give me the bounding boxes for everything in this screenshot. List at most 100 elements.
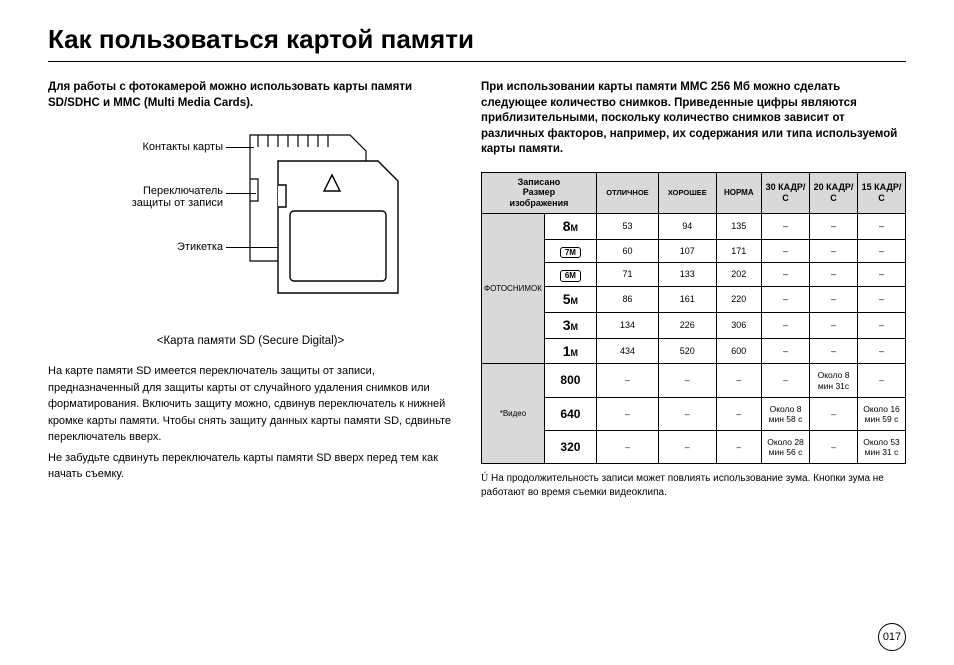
content-columns: Для работы с фотокамерой можно использов… [48, 80, 906, 500]
table-cell: – [659, 397, 717, 430]
table-row: 5M86161220––– [482, 286, 906, 312]
table-cell: Около 8 мин 31с [810, 364, 858, 397]
table-cell: 220 [716, 286, 761, 312]
table-cell: 202 [716, 263, 761, 287]
left-column: Для работы с фотокамерой можно использов… [48, 80, 453, 500]
page-number: 017 [878, 623, 906, 651]
col-header-20fps: 20 КАДР/С [810, 172, 858, 213]
col-header-15fps: 15 КАДР/С [858, 172, 906, 213]
sd-card-icon [228, 133, 418, 303]
table-cell: – [858, 286, 906, 312]
col-header-30fps: 30 КАДР/С [762, 172, 810, 213]
footnote-star-icon: Ú [481, 473, 488, 484]
body-paragraph-2: Не забудьте сдвинуть переключатель карты… [48, 450, 453, 483]
table-cell: – [596, 364, 658, 397]
table-cell: – [762, 239, 810, 263]
size-cell: 800 [544, 364, 596, 397]
size-cell: 640 [544, 397, 596, 430]
table-cell: 134 [596, 312, 658, 338]
col-header-good: ХОРОШЕЕ [659, 172, 717, 213]
table-cell: 107 [659, 239, 717, 263]
table-cell: Около 16 мин 59 с [858, 397, 906, 430]
table-cell: – [659, 431, 717, 464]
table-row: 1M434520600––– [482, 338, 906, 364]
size-cell: 8M [544, 213, 596, 239]
table-cell: – [810, 312, 858, 338]
table-cell: – [858, 263, 906, 287]
left-intro: Для работы с фотокамерой можно использов… [48, 80, 453, 111]
table-header-row: Записано Размер изображения ОТЛИЧНОЕ ХОР… [482, 172, 906, 213]
size-cell: 6M [544, 263, 596, 287]
table-cell: – [596, 431, 658, 464]
row-group-video: *Видео [482, 364, 545, 464]
table-cell: 86 [596, 286, 658, 312]
table-cell: Около 8 мин 58 с [762, 397, 810, 430]
table-cell: 133 [659, 263, 717, 287]
table-cell: – [858, 364, 906, 397]
right-column: При использовании карты памяти MMC 256 М… [481, 80, 906, 500]
footnote: Ú На продолжительность записи может повл… [481, 472, 906, 500]
table-cell: – [762, 364, 810, 397]
body-paragraph-1: На карте памяти SD имеется переключатель… [48, 363, 453, 446]
size-cell: 5M [544, 286, 596, 312]
table-cell: – [810, 397, 858, 430]
table-row: 6M71133202––– [482, 263, 906, 287]
table-cell: 306 [716, 312, 761, 338]
table-cell: – [810, 213, 858, 239]
col-header-fine: ОТЛИЧНОЕ [596, 172, 658, 213]
size-cell: 7M [544, 239, 596, 263]
table-cell: – [810, 338, 858, 364]
table-cell: – [716, 431, 761, 464]
table-cell: – [762, 263, 810, 287]
table-cell: – [810, 431, 858, 464]
size-cell: 1M [544, 338, 596, 364]
table-cell: 520 [659, 338, 717, 364]
table-cell: – [858, 312, 906, 338]
table-cell: 600 [716, 338, 761, 364]
table-row: *Видео800––––Около 8 мин 31с– [482, 364, 906, 397]
table-cell: – [659, 364, 717, 397]
page-title: Как пользоваться картой памяти [48, 24, 906, 62]
table-cell: – [810, 263, 858, 287]
table-cell: 171 [716, 239, 761, 263]
row-group-photo: ФОТОСНИМОК [482, 213, 545, 363]
table-row: 3M134226306––– [482, 312, 906, 338]
table-cell: 226 [659, 312, 717, 338]
capacity-table: Записано Размер изображения ОТЛИЧНОЕ ХОР… [481, 172, 906, 465]
table-cell: – [762, 286, 810, 312]
footnote-text: На продолжительность записи может повлия… [481, 473, 884, 498]
table-cell: 434 [596, 338, 658, 364]
table-cell: 60 [596, 239, 658, 263]
table-row: ФОТОСНИМОК8M5394135––– [482, 213, 906, 239]
table-cell: 53 [596, 213, 658, 239]
sd-card-diagram: Контакты карты Переключатель защиты от з… [48, 133, 453, 323]
table-cell: 94 [659, 213, 717, 239]
size-cell: 320 [544, 431, 596, 464]
table-cell: 161 [659, 286, 717, 312]
col-header-normal: НОРМА [716, 172, 761, 213]
table-cell: Около 53 мин 31 с [858, 431, 906, 464]
table-cell: – [810, 286, 858, 312]
table-row: 7M60107171––– [482, 239, 906, 263]
table-cell: – [716, 364, 761, 397]
diagram-caption: <Карта памяти SD (Secure Digital)> [48, 335, 453, 347]
table-cell: – [762, 312, 810, 338]
right-intro: При использовании карты памяти MMC 256 М… [481, 80, 906, 158]
table-cell: 135 [716, 213, 761, 239]
col-header-size: Записано Размер изображения [482, 172, 597, 213]
table-cell: – [762, 213, 810, 239]
diagram-label-label: Этикетка [177, 241, 223, 253]
table-cell: – [810, 239, 858, 263]
table-row: 640–––Около 8 мин 58 с–Около 16 мин 59 с [482, 397, 906, 430]
table-cell: Около 28 мин 56 с [762, 431, 810, 464]
table-cell: – [716, 397, 761, 430]
diagram-label-switch: Переключатель защиты от записи [113, 185, 223, 209]
table-cell: – [762, 338, 810, 364]
diagram-label-contacts: Контакты карты [142, 141, 223, 153]
table-row: 320–––Около 28 мин 56 с–Около 53 мин 31 … [482, 431, 906, 464]
table-cell: – [858, 338, 906, 364]
table-cell: – [858, 213, 906, 239]
table-cell: 71 [596, 263, 658, 287]
table-cell: – [596, 397, 658, 430]
size-cell: 3M [544, 312, 596, 338]
